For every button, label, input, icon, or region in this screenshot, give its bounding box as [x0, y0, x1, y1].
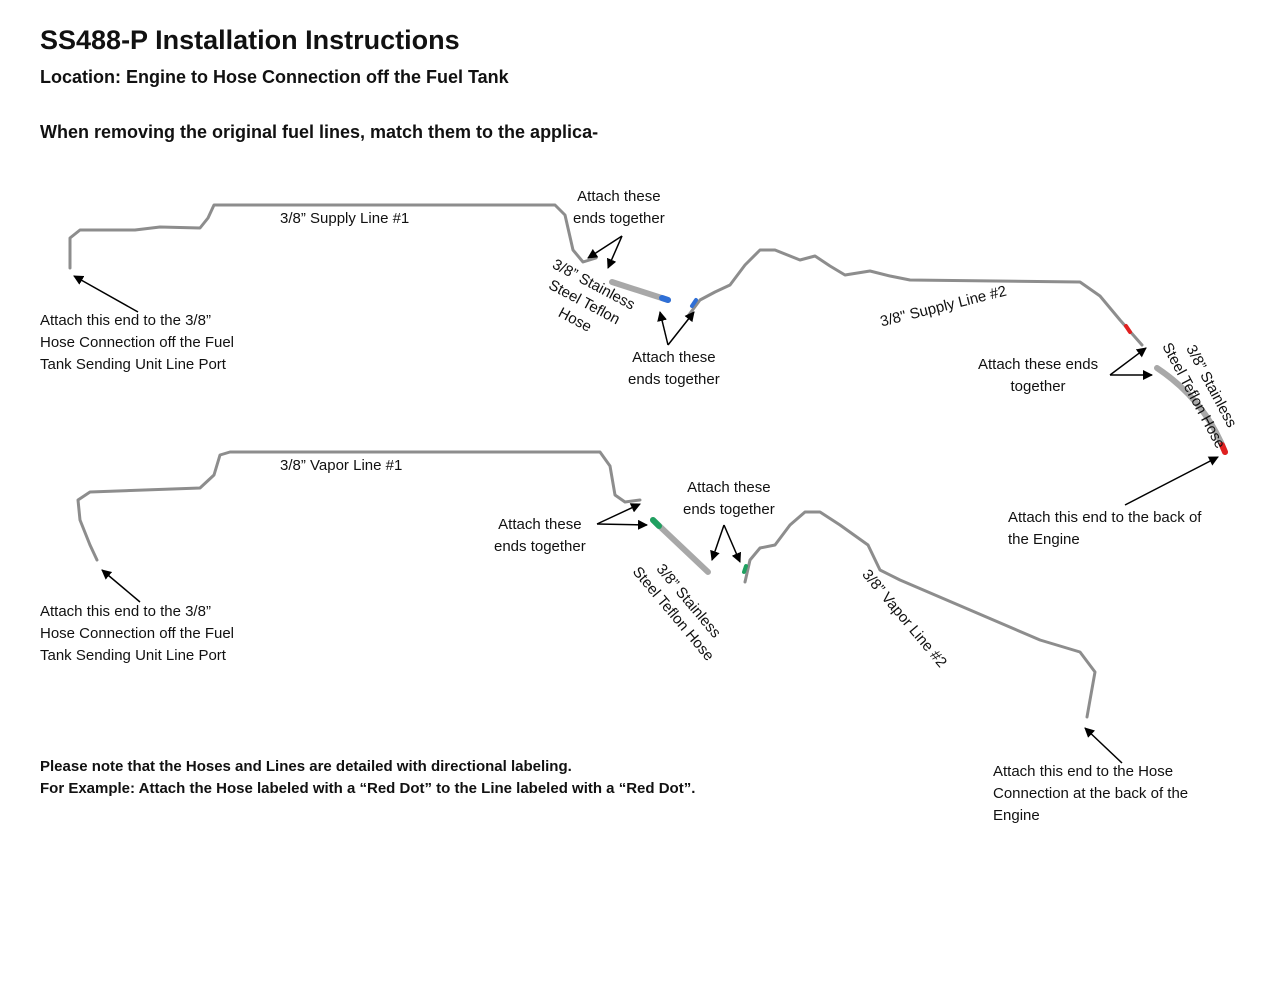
arrows	[73, 235, 1219, 764]
attach-note-c: Attach these ends together	[978, 354, 1098, 398]
supply-line-1	[68, 203, 598, 270]
note-line: Attach these ends	[978, 356, 1099, 373]
note-line: ends together	[683, 501, 775, 518]
note-line: Attach these	[577, 188, 661, 205]
note-line: the Engine	[1008, 531, 1080, 548]
page-title: SS488-P Installation Instructions	[40, 25, 460, 55]
note-line: Attach this end to the Hose	[993, 763, 1174, 780]
note-line: Attach these	[687, 479, 771, 496]
intro-text: When removing the original fuel lines, m…	[40, 122, 599, 142]
hose-1	[609, 279, 671, 303]
note-line: Tank Sending Unit Line Port	[40, 647, 226, 664]
note-line: Engine	[993, 807, 1040, 824]
note-line: ends together	[573, 210, 665, 227]
attach-note-d: Attach these ends together	[494, 514, 586, 558]
supply-line-2	[686, 248, 1144, 347]
attach-note-b: Attach these ends together	[628, 347, 720, 391]
hose-2	[1154, 365, 1228, 455]
note-line: Connection at the back of the	[993, 785, 1189, 802]
footer-note-1: Please note that the Hoses and Lines are…	[40, 758, 572, 775]
vapor-line-1	[76, 450, 642, 562]
note-line: Attach these	[498, 516, 582, 533]
note-line: Attach this end to the back of	[1008, 509, 1202, 526]
footer-note-2: For Example: Attach the Hose labeled wit…	[40, 780, 696, 797]
note-line: together	[1010, 378, 1066, 395]
note-line: Attach this end to the 3/8”	[40, 603, 211, 620]
note-line: Attach these	[632, 349, 716, 366]
note-line: ends together	[628, 371, 720, 388]
note-line: Hose Connection off the Fuel	[40, 334, 235, 351]
vapor-line-1-label: 3/8” Vapor Line #1	[280, 457, 403, 474]
note-line: ends together	[494, 538, 586, 555]
attach-note-e: Attach these ends together	[683, 477, 775, 521]
location-subtitle: Location: Engine to Hose Connection off …	[40, 67, 509, 87]
hose-3	[650, 517, 711, 575]
note-line: Hose Connection off the Fuel	[40, 625, 235, 642]
tank-vapor-note: Attach this end to the 3/8” Hose Connecti…	[40, 601, 234, 667]
note-line: Attach this end to the 3/8”	[40, 312, 211, 329]
engine-vapor-note: Attach this end to the Hose Connection at…	[993, 761, 1188, 827]
engine-supply-note: Attach this end to the back of the Engine	[1008, 507, 1201, 551]
attach-note-a: Attach these ends together	[573, 186, 665, 230]
tank-supply-note: Attach this end to the 3/8” Hose Connecti…	[40, 310, 234, 376]
supply-line-1-label: 3/8” Supply Line #1	[280, 210, 410, 227]
vapor-line-2	[743, 510, 1097, 719]
note-line: Tank Sending Unit Line Port	[40, 356, 226, 373]
